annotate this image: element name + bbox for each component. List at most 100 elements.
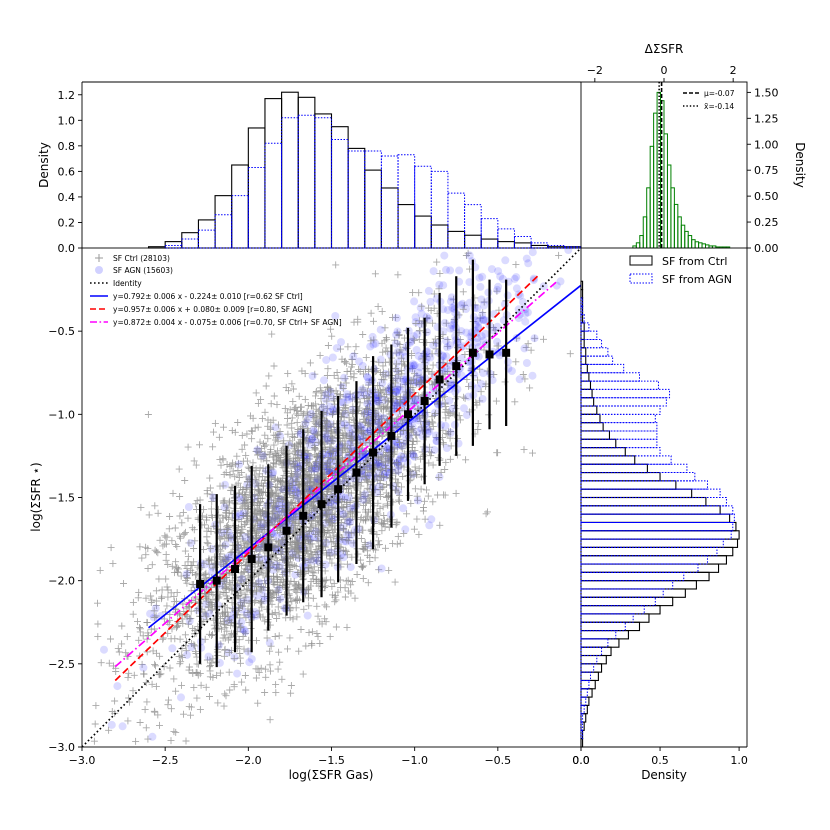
- top-hist-bar-agn: [247, 167, 266, 249]
- agn-scatter-point: [344, 517, 353, 526]
- right-x-tick-label: 0.5: [651, 754, 669, 767]
- agn-scatter-point: [411, 313, 420, 322]
- main-x-tick-label: −1.0: [401, 754, 428, 767]
- delta-hist-bar: [639, 235, 644, 249]
- agn-scatter-point: [322, 390, 331, 399]
- agn-scatter-point: [361, 490, 370, 499]
- top-hist-bar-ctrl: [497, 241, 516, 249]
- agn-scatter-point: [512, 284, 521, 293]
- agn-scatter-point: [465, 251, 474, 260]
- agn-scatter-point: [411, 395, 420, 404]
- agn-scatter-point: [234, 493, 243, 502]
- top-y-ticks: 0.0 0.2 0.4 0.6 0.8 1.0 1.2: [58, 89, 82, 255]
- agn-scatter-point: [472, 316, 481, 325]
- agn-scatter-point: [368, 332, 377, 341]
- right-histogram-panel: 0.0 0.5 1.0 Density SF from Ctrl SF from A…: [572, 248, 748, 782]
- agn-scatter-point: [439, 367, 448, 376]
- agn-scatter-point: [479, 315, 488, 324]
- delta-hist-bar: [698, 242, 703, 249]
- agn-scatter-point: [521, 317, 530, 326]
- delta-hist-bar: [663, 133, 668, 249]
- agn-scatter-point: [556, 277, 565, 286]
- agn-scatter-point: [221, 554, 230, 563]
- agn-scatter-point: [322, 356, 331, 364]
- agn-scatter-point: [305, 513, 314, 522]
- agn-scatter-point: [414, 368, 423, 377]
- fit-lines: [82, 248, 581, 747]
- agn-scatter-point: [465, 339, 474, 347]
- right-hist-bar-ctrl: [580, 380, 592, 390]
- right-hist-bar-ctrl: [580, 538, 739, 548]
- fit-line-2: [114, 273, 541, 682]
- agn-scatter-point: [498, 275, 507, 283]
- delta-hist-bar: [642, 216, 648, 249]
- agn-scatter-point: [417, 309, 426, 318]
- top-hist-bar-ctrl: [513, 242, 532, 249]
- top-hist-bar-agn: [480, 218, 499, 249]
- agn-scatter-point: [372, 488, 381, 497]
- delta-y-tick-label: 1.00: [754, 138, 779, 151]
- right-hist-bar-agn: [580, 463, 688, 474]
- main-y-label: log(ΣSFR ⋆): [29, 462, 43, 531]
- median-marker: [420, 397, 429, 406]
- median-marker: [334, 485, 343, 494]
- agn-scatter-point: [413, 427, 422, 436]
- right-hist-bar-ctrl: [580, 388, 593, 399]
- delta-hist-bar: [680, 224, 686, 249]
- main-y-ticks: −3.0 −2.5 −2.0 −1.5 −1.0 −0.5: [48, 325, 82, 754]
- agn-scatter-point: [446, 297, 455, 306]
- agn-scatter-point: [501, 256, 510, 265]
- top-hist-bar-ctrl: [480, 238, 499, 249]
- agn-scatter-point: [413, 330, 422, 339]
- delta-hist-bar: [684, 230, 689, 249]
- agn-scatter-point: [401, 525, 410, 534]
- agn-scatter-point: [237, 618, 246, 627]
- top-hist-bar-agn: [513, 236, 532, 249]
- right-hist-bar-agn: [580, 546, 718, 557]
- main-y-tick-label: −0.5: [48, 325, 75, 338]
- agn-scatter-point: [337, 491, 346, 500]
- right-hist-bar-ctrl: [580, 571, 710, 582]
- legend-ctrl-hist-label: SF from Ctrl: [662, 255, 727, 268]
- agn-scatter-point: [443, 306, 452, 314]
- agn-scatter-point: [478, 311, 487, 320]
- delta-hist-bar: [666, 164, 672, 249]
- top-hist-bar-ctrl: [147, 246, 166, 249]
- median-marker: [502, 348, 511, 357]
- agn-scatter-point: [464, 392, 473, 401]
- agn-scatter-point: [157, 612, 165, 620]
- delta-legend: μ=-0.07 x̃=-0.14: [683, 89, 735, 111]
- agn-scatter-point: [446, 266, 455, 275]
- agn-scatter-point: [369, 340, 378, 349]
- agn-scatter-point: [394, 466, 402, 475]
- right-hist-bar-agn: [580, 455, 672, 465]
- agn-scatter-point: [221, 480, 229, 489]
- agn-scatter-point: [408, 450, 417, 459]
- agn-scatter-point: [481, 329, 490, 338]
- right-x-label: Density: [641, 768, 687, 782]
- legend-all-fit-label: y=0.872± 0.004 x - 0.075± 0.006 [r=0.70,…: [113, 318, 342, 327]
- median-marker: [196, 579, 205, 588]
- agn-scatter-point: [341, 493, 349, 502]
- agn-scatter-point: [400, 398, 409, 406]
- agn-scatter-point: [521, 309, 530, 318]
- agn-scatter-point: [524, 259, 533, 268]
- agn-scatter-point: [462, 411, 471, 420]
- agn-scatter-point: [435, 280, 444, 289]
- legend-agn-marker: [95, 266, 103, 274]
- top-y-tick-label: 0.8: [58, 140, 76, 153]
- delta-y-tick-label: 0.50: [754, 190, 779, 203]
- right-hist-bar-agn: [580, 671, 591, 681]
- right-hist-bar-agn: [580, 438, 658, 449]
- top-hist-bar-ctrl: [380, 187, 399, 249]
- agn-scatter-point: [358, 437, 367, 446]
- agn-scatter-point: [255, 553, 264, 562]
- agn-scatter-point: [409, 451, 418, 460]
- agn-scatter-point: [265, 638, 274, 647]
- agn-scatter-point: [322, 434, 331, 442]
- agn-scatter-point: [269, 468, 278, 477]
- agn-scatter-point: [446, 428, 455, 437]
- agn-scatter-point: [308, 372, 317, 380]
- median-marker: [247, 555, 256, 564]
